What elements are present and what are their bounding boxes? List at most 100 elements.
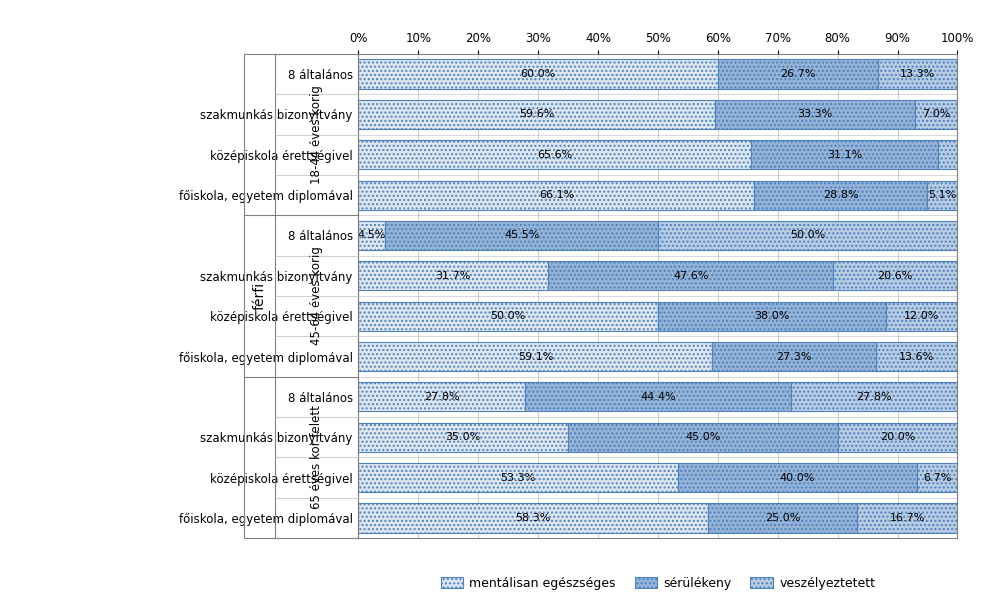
Text: 38.0%: 38.0% xyxy=(754,311,790,321)
Bar xyxy=(548,261,834,291)
Bar xyxy=(568,423,838,452)
Bar xyxy=(358,100,716,129)
Bar xyxy=(915,100,956,129)
Bar xyxy=(878,59,957,89)
Bar xyxy=(718,59,878,89)
Bar xyxy=(857,504,957,533)
Text: 44.4%: 44.4% xyxy=(640,392,676,402)
Text: 58.3%: 58.3% xyxy=(516,513,551,523)
Text: 13.6%: 13.6% xyxy=(900,352,934,362)
Bar xyxy=(358,59,718,89)
Bar xyxy=(358,463,678,492)
Legend: mentálisan egészséges, sérülékeny, veszélyeztetett: mentálisan egészséges, sérülékeny, veszé… xyxy=(436,572,880,595)
Bar xyxy=(754,181,927,210)
Text: 28.8%: 28.8% xyxy=(823,190,858,200)
Text: 4.5%: 4.5% xyxy=(357,230,386,240)
Bar xyxy=(548,261,834,291)
Bar xyxy=(658,221,957,250)
Text: 16.7%: 16.7% xyxy=(890,513,925,523)
Text: 12.0%: 12.0% xyxy=(903,311,939,321)
Text: 60.0%: 60.0% xyxy=(520,69,556,79)
Bar xyxy=(857,504,957,533)
Text: 65 éves kor felett: 65 éves kor felett xyxy=(310,405,323,509)
Bar xyxy=(358,181,754,210)
Bar xyxy=(838,423,957,452)
Text: 31.7%: 31.7% xyxy=(436,271,471,281)
Bar xyxy=(927,181,957,210)
Bar xyxy=(358,301,658,331)
Text: 50.0%: 50.0% xyxy=(491,311,525,321)
Bar xyxy=(358,221,385,250)
Text: 50.0%: 50.0% xyxy=(791,230,825,240)
Text: 26.7%: 26.7% xyxy=(780,69,816,79)
Bar xyxy=(927,181,957,210)
Bar xyxy=(716,100,915,129)
Text: 31.1%: 31.1% xyxy=(827,150,862,160)
Bar xyxy=(358,301,658,331)
Bar xyxy=(751,140,938,169)
Bar xyxy=(678,463,917,492)
Bar xyxy=(754,181,927,210)
Text: 45.0%: 45.0% xyxy=(685,432,721,443)
Bar xyxy=(917,463,957,492)
Bar xyxy=(358,382,525,411)
Text: 13.3%: 13.3% xyxy=(900,69,935,79)
Bar xyxy=(713,342,876,371)
Bar xyxy=(385,221,658,250)
Bar xyxy=(658,221,957,250)
Bar xyxy=(358,463,678,492)
Bar xyxy=(358,423,568,452)
Bar xyxy=(878,59,957,89)
Text: 7.0%: 7.0% xyxy=(922,109,950,120)
Bar xyxy=(751,140,938,169)
Bar xyxy=(791,382,957,411)
Text: 6.7%: 6.7% xyxy=(923,472,952,483)
Bar xyxy=(525,382,791,411)
Text: 33.3%: 33.3% xyxy=(797,109,833,120)
Text: 5.1%: 5.1% xyxy=(928,190,956,200)
Text: 45.5%: 45.5% xyxy=(504,230,539,240)
Bar xyxy=(678,463,917,492)
Text: 27.8%: 27.8% xyxy=(856,392,892,402)
Bar xyxy=(876,342,957,371)
Bar xyxy=(358,504,708,533)
Bar xyxy=(358,59,718,89)
Bar xyxy=(358,382,525,411)
Text: 25.0%: 25.0% xyxy=(765,513,800,523)
Bar xyxy=(658,301,886,331)
Bar xyxy=(358,342,713,371)
Text: férfi: férfi xyxy=(252,282,266,310)
Text: 59.6%: 59.6% xyxy=(519,109,555,120)
Text: 53.3%: 53.3% xyxy=(501,472,536,483)
Bar xyxy=(358,140,751,169)
Bar xyxy=(358,342,713,371)
Bar xyxy=(358,261,548,291)
Bar xyxy=(876,342,957,371)
Bar xyxy=(938,140,957,169)
Bar xyxy=(568,423,838,452)
Bar xyxy=(708,504,857,533)
Bar xyxy=(358,423,568,452)
Bar xyxy=(917,463,957,492)
Bar xyxy=(791,382,957,411)
Bar xyxy=(658,301,886,331)
Text: 20.6%: 20.6% xyxy=(878,271,913,281)
Bar xyxy=(358,504,708,533)
Bar xyxy=(713,342,876,371)
Text: 35.0%: 35.0% xyxy=(446,432,481,443)
Bar xyxy=(718,59,878,89)
Bar xyxy=(886,301,957,331)
Text: 47.6%: 47.6% xyxy=(673,271,709,281)
Bar xyxy=(716,100,915,129)
Bar xyxy=(938,140,957,169)
Bar xyxy=(886,301,957,331)
Text: 18-44 éves korig: 18-44 éves korig xyxy=(310,85,323,184)
Bar xyxy=(358,181,754,210)
Text: 40.0%: 40.0% xyxy=(780,472,815,483)
Text: 27.8%: 27.8% xyxy=(424,392,460,402)
Text: 45-64 éves korig: 45-64 éves korig xyxy=(310,246,323,346)
Bar xyxy=(358,261,548,291)
Bar xyxy=(915,100,956,129)
Bar xyxy=(708,504,857,533)
Text: 59.1%: 59.1% xyxy=(518,352,553,362)
